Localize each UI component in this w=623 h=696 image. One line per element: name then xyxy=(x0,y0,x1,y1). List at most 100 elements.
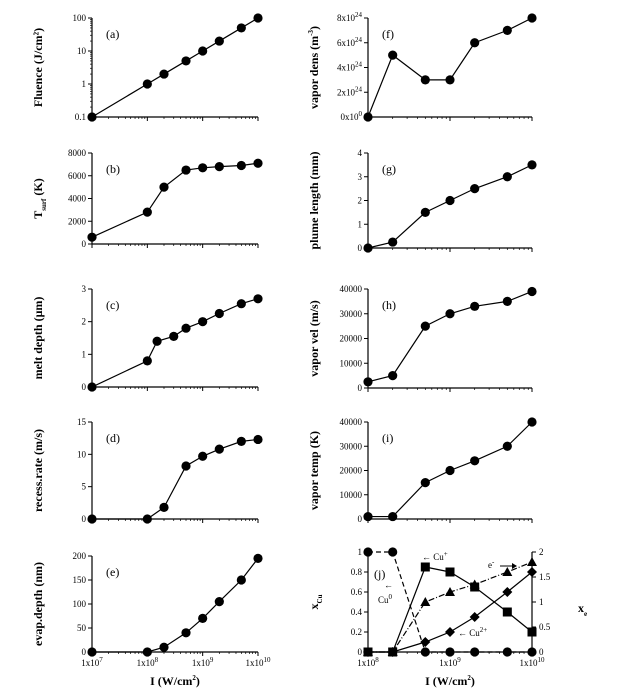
y-tick-text: 8x10 xyxy=(337,13,356,23)
panel-label: (e) xyxy=(106,565,119,579)
y-tick-label: 200 xyxy=(73,551,87,561)
y-tick-text: 0 xyxy=(82,514,87,524)
y-tick-text: 1 xyxy=(82,79,87,89)
y-tick-label: 0 xyxy=(82,239,87,249)
y-tick-label: 40000 xyxy=(340,417,363,427)
panel-i: 0 10000 20000 30000 40000 (i) vapor temp (K) xyxy=(307,417,537,524)
x-tick-text: 1x10 xyxy=(246,658,265,668)
data-point xyxy=(152,336,162,346)
y-tick-label: 150 xyxy=(73,575,87,585)
y-tick-text: 10000 xyxy=(340,358,363,368)
data-point xyxy=(527,627,537,637)
y-tick-text: 50 xyxy=(77,623,87,633)
y-tick-text: 40000 xyxy=(340,417,363,427)
y-tick-text: 5 xyxy=(82,482,87,492)
data-point xyxy=(527,557,537,566)
data-point xyxy=(87,382,97,392)
y-tick-label: 10000 xyxy=(340,358,363,368)
y-tick-label: 2x1024 xyxy=(337,85,363,97)
panel-label: (d) xyxy=(106,431,120,445)
y-tick-label: 8000 xyxy=(68,148,87,158)
y-tick-label: 4 xyxy=(358,148,363,158)
x-axis-title-end: ) xyxy=(471,674,475,688)
data-point xyxy=(198,451,208,461)
series-line xyxy=(91,298,259,388)
data-point xyxy=(142,207,152,217)
data-point xyxy=(470,184,480,194)
data-point xyxy=(198,163,208,173)
data-point xyxy=(253,13,263,23)
data-point xyxy=(502,25,512,35)
data-point xyxy=(253,294,263,304)
data-point xyxy=(181,56,191,66)
y-axis-title: evap.depth (nm) xyxy=(31,562,45,646)
x-tick-label: 1x109 xyxy=(192,656,214,668)
data-point xyxy=(169,331,179,341)
panel-b: 0 2000 4000 6000 8000 (b) Tsurf (K) xyxy=(31,148,263,249)
y-tick-text: 0 xyxy=(358,243,363,253)
y-tick-label: 0.4 xyxy=(351,607,363,617)
data-point xyxy=(420,637,431,647)
data-point xyxy=(470,647,480,657)
y-tick-text: 4 xyxy=(358,148,363,158)
y-tick-text: 1 xyxy=(358,219,363,229)
data-point xyxy=(181,628,191,638)
y-axis-title: plume length (mm) xyxy=(307,152,321,250)
x-tick-text: 1x10 xyxy=(520,658,539,668)
y-axis-title: Fluence (J/cm²) xyxy=(31,28,45,107)
y-axis-title-subscript: Cu xyxy=(316,594,324,603)
y-axis-title: xCu xyxy=(307,594,324,609)
y-axis-title-superscript: -3 xyxy=(307,30,315,36)
annotation-text: ← Cu xyxy=(458,628,480,638)
data-point xyxy=(387,647,398,656)
data-point xyxy=(445,567,455,577)
y2-tick-label: 2 xyxy=(539,547,544,557)
x-tick-exponent: 7 xyxy=(99,656,103,664)
data-point xyxy=(236,436,246,446)
y-tick-label: 0.8 xyxy=(351,567,363,577)
y-tick-label: 100 xyxy=(73,13,87,23)
panel-h: 0 10000 20000 30000 40000 (h) vapor vel (m/s) xyxy=(307,284,537,393)
x-tick-text: 1x10 xyxy=(192,658,211,668)
y-tick-label: 100 xyxy=(73,599,87,609)
y-tick-label: 0 xyxy=(358,514,363,524)
y-tick-label: 0 xyxy=(82,514,87,524)
y-tick-text: 0.1 xyxy=(75,112,86,122)
x-axis-title-superscript: 2 xyxy=(192,674,196,682)
data-point xyxy=(198,317,208,327)
y-tick-label: 0.2 xyxy=(351,627,362,637)
y-axis-title: vapor dens (m-3) xyxy=(307,26,321,109)
data-point xyxy=(214,308,224,319)
data-point xyxy=(420,597,431,606)
data-point xyxy=(363,511,373,522)
x-tick-label: 1x109 xyxy=(439,656,461,668)
data-point xyxy=(445,465,455,476)
panel-label: (f) xyxy=(382,27,394,41)
y-tick-label: 10 xyxy=(77,46,87,56)
data-point xyxy=(502,607,512,617)
data-point xyxy=(445,309,455,319)
y-tick-text: 20000 xyxy=(340,466,363,476)
panel-label: (g) xyxy=(382,162,396,176)
series-annotation: Cu0 xyxy=(378,593,393,605)
data-point xyxy=(181,165,191,175)
data-point xyxy=(363,647,373,656)
y-tick-text: 0.4 xyxy=(351,607,363,617)
y-axis-title-text: evap.depth (nm) xyxy=(31,562,45,646)
data-point xyxy=(363,377,373,387)
x-tick-exponent: 10 xyxy=(538,656,546,664)
y-tick-text: 3 xyxy=(82,284,87,294)
data-point xyxy=(469,612,480,622)
y-tick-text: 8000 xyxy=(68,148,87,158)
y-axis-title: recess.rate (m/s) xyxy=(31,429,45,512)
x-tick-label: 1x1010 xyxy=(520,656,546,668)
data-point xyxy=(159,502,169,512)
data-point xyxy=(388,237,398,247)
data-point xyxy=(502,587,513,597)
data-point xyxy=(236,575,246,585)
data-point xyxy=(198,613,208,624)
y-tick-text: 6000 xyxy=(68,171,87,181)
y-tick-label: 0.1 xyxy=(75,112,86,122)
annotation-text: ← Cu xyxy=(422,552,444,562)
